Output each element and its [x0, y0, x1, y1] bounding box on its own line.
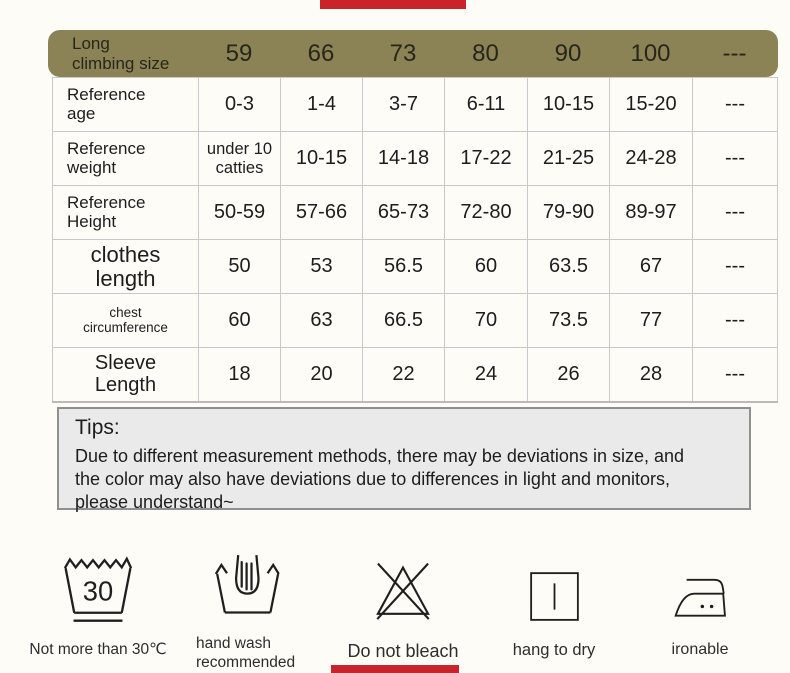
care-item-hand-wash: hand wash recommended	[186, 547, 310, 673]
size-cell: ---	[693, 294, 778, 347]
care-label: hang to dry	[512, 641, 596, 659]
size-cell: 72-80	[445, 186, 528, 239]
size-cell: 60	[199, 294, 281, 347]
size-cell: 77	[610, 294, 693, 347]
size-column-header: 90	[554, 39, 582, 67]
size-cell: 26	[528, 348, 610, 401]
tips-box: Tips: Due to different measurement metho…	[57, 407, 751, 512]
size-cell: 53	[281, 240, 363, 293]
size-table-header: Long climbing size 59 66 73 80 90 100 --…	[48, 30, 778, 77]
size-cell: 65-73	[363, 186, 445, 239]
size-cell: 20	[281, 348, 363, 401]
size-column-header: 80	[472, 39, 499, 67]
size-cell: 50	[199, 240, 281, 293]
table-row-sleeve-length: Sleeve Length 18 20 22 24 26 28 ---	[52, 348, 778, 403]
size-cell: 10-15	[528, 78, 610, 131]
size-cell: ---	[693, 132, 778, 185]
size-cell: 67	[610, 240, 693, 293]
care-label: ironable	[671, 641, 729, 658]
row-label: Reference Height	[52, 186, 199, 239]
size-cell: 14-18	[363, 132, 445, 185]
hand-wash-icon	[213, 547, 283, 625]
size-cell: 3-7	[363, 78, 445, 131]
size-cell: ---	[693, 348, 778, 401]
size-cell: 10-15	[281, 132, 363, 185]
redaction-bar-bottom	[331, 665, 459, 673]
size-cell: 6-11	[445, 78, 528, 131]
size-cell: 57-66	[281, 186, 363, 239]
size-cell: 89-97	[610, 186, 693, 239]
size-column-header: 66	[307, 39, 335, 67]
size-cell: 50-59	[199, 186, 281, 239]
care-item-ironable: ironable	[632, 547, 768, 660]
table-row-reference-weight: Reference weight under 10 catties 10-15 …	[52, 132, 778, 186]
size-column-header: 59	[225, 39, 253, 67]
redaction-bar-top	[320, 0, 466, 9]
size-header-label: Long climbing size	[72, 34, 170, 73]
size-cell: 22	[363, 348, 445, 401]
table-row-chest-circumference: chest circumference 60 63 66.5 70 73.5 7…	[52, 294, 778, 348]
size-cell: 60	[445, 240, 528, 293]
table-row-reference-age: Reference age 0-3 1-4 3-7 6-11 10-15 15-…	[52, 78, 778, 132]
care-label: Not more than 30℃	[29, 641, 167, 658]
table-row-clothes-length: clothes length 50 53 56.5 60 63.5 67 ---	[52, 240, 778, 294]
svg-text:30: 30	[83, 576, 113, 607]
size-cell: 70	[445, 294, 528, 347]
size-cell: 24-28	[610, 132, 693, 185]
table-row-reference-height: Reference Height 50-59 57-66 65-73 72-80…	[52, 186, 778, 240]
size-cell: 21-25	[528, 132, 610, 185]
size-cell: 18	[199, 348, 281, 401]
size-cell: 66.5	[363, 294, 445, 347]
wash-30-icon: 30	[62, 547, 134, 625]
size-cell: 1-4	[281, 78, 363, 131]
row-label: Reference age	[52, 78, 199, 131]
care-item-hang-to-dry: hang to dry	[486, 547, 622, 661]
size-column-header: ---	[722, 39, 747, 67]
size-cell: 0-3	[199, 78, 281, 131]
size-column-header: 100	[630, 39, 671, 67]
tips-body: Due to different measurement methods, th…	[75, 446, 685, 512]
size-cell: 17-22	[445, 132, 528, 185]
size-table-body: Reference age 0-3 1-4 3-7 6-11 10-15 15-…	[52, 77, 778, 403]
size-cell: under 10 catties	[199, 132, 281, 185]
size-cell: ---	[693, 186, 778, 239]
row-label: Reference weight	[52, 132, 199, 185]
size-cell: 24	[445, 348, 528, 401]
ironable-icon	[668, 547, 732, 625]
size-cell: ---	[693, 78, 778, 131]
row-label: clothes length	[52, 240, 199, 293]
size-cell: 28	[610, 348, 693, 401]
care-label: Do not bleach	[347, 641, 459, 661]
do-not-bleach-icon	[369, 547, 437, 625]
care-item-wash-30: 30 Not more than 30℃	[22, 547, 174, 659]
size-cell: 79-90	[528, 186, 610, 239]
size-cell: 73.5	[528, 294, 610, 347]
size-cell: 63.5	[528, 240, 610, 293]
care-label: hand wash recommended	[196, 635, 296, 672]
size-cell: 63	[281, 294, 363, 347]
size-cell: ---	[693, 240, 778, 293]
size-cell: 56.5	[363, 240, 445, 293]
tips-title: Tips:	[75, 416, 120, 439]
row-label: Sleeve Length	[52, 348, 199, 401]
hang-to-dry-icon	[526, 547, 583, 625]
row-label: chest circumference	[52, 294, 199, 347]
care-item-do-not-bleach: Do not bleach	[326, 547, 480, 663]
size-cell: 15-20	[610, 78, 693, 131]
size-column-header: 73	[389, 39, 417, 67]
